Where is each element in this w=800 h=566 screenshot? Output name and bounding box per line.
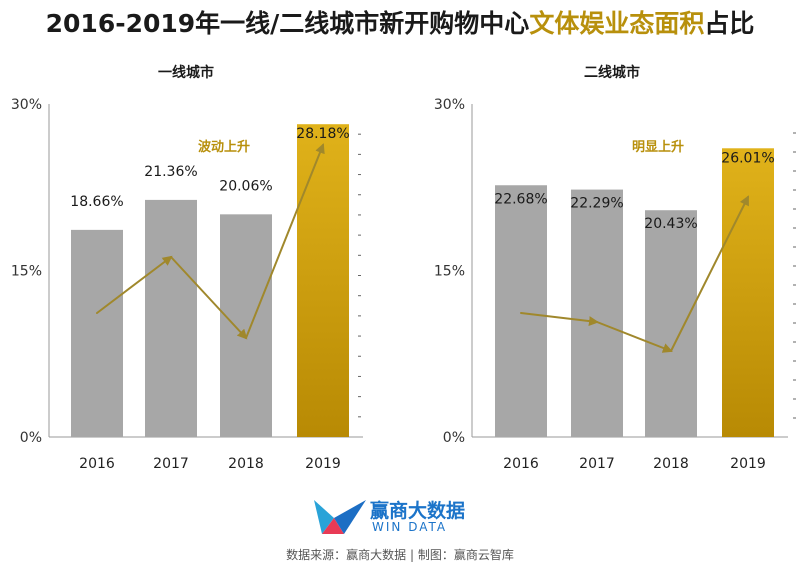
x-tick-label: 2019 xyxy=(730,456,766,472)
logo-mark-icon xyxy=(314,500,366,534)
x-tick-label: 2017 xyxy=(153,456,189,472)
bar xyxy=(495,185,547,437)
y-tick-label: 0% xyxy=(443,430,465,446)
panel-title: 二线城市 xyxy=(584,64,640,81)
data-label: 18.66% xyxy=(70,194,123,210)
x-tick-label: 2016 xyxy=(79,456,115,472)
data-label: 22.68% xyxy=(494,191,547,207)
win-data-logo: 赢商大数据 WIN DATA xyxy=(312,496,492,540)
bar xyxy=(220,214,272,437)
bar-highlight xyxy=(297,124,349,438)
trend-arrow-segment xyxy=(170,256,248,340)
x-tick-label: 2018 xyxy=(228,456,264,472)
data-label: 20.43% xyxy=(644,216,697,232)
bar xyxy=(145,199,197,437)
logo-subtitle: WIN DATA xyxy=(372,520,448,534)
y-tick-label: 0% xyxy=(20,430,42,446)
logo-name: 赢商大数据 xyxy=(370,500,466,522)
panel-title: 一线城市 xyxy=(158,64,214,81)
data-label: 21.36% xyxy=(144,164,197,180)
trend-arrow-segment xyxy=(596,321,673,353)
title-part-3: 占比 xyxy=(704,9,755,38)
x-tick-label: 2016 xyxy=(503,456,539,472)
y-tick-label: 30% xyxy=(11,97,42,113)
trend-arrow-segment xyxy=(670,195,749,352)
trend-arrow-segment xyxy=(96,255,173,314)
data-label: 28.18% xyxy=(296,126,349,142)
y-tick-label: 15% xyxy=(11,264,42,280)
x-tick-label: 2018 xyxy=(653,456,689,472)
bar xyxy=(571,189,623,437)
trend-arrow-segment xyxy=(520,312,599,327)
trend-annotation: 波动上升 xyxy=(198,139,250,155)
charts-canvas: 一线城市 0% 15% 30% 2016 2017 2018 2019 18.66% 21.36%… xyxy=(11,64,796,472)
x-tick-label: 2019 xyxy=(305,456,341,472)
data-label: 26.01% xyxy=(721,150,774,166)
title-highlight: 文体娱业态面积 xyxy=(529,9,705,38)
source-note: 数据来源：赢商大数据 | 制图：赢商云智库 xyxy=(286,548,514,562)
x-tick-label: 2017 xyxy=(579,456,615,472)
data-label: 20.06% xyxy=(219,178,272,194)
bar xyxy=(71,229,123,437)
bar xyxy=(645,210,697,437)
title-part-1: 2016-2019年一线/二线城市新开购物中心 xyxy=(45,9,530,38)
bar-highlight xyxy=(722,148,774,437)
data-label: 22.29% xyxy=(570,196,623,212)
trend-annotation: 明显上升 xyxy=(632,139,684,155)
y-tick-label: 30% xyxy=(434,97,465,113)
chart-title: 2016-2019年一线/二线城市新开购物中心文体娱业态面积占比 xyxy=(0,4,800,40)
y-tick-label: 15% xyxy=(434,264,465,280)
trend-arrow-segment xyxy=(245,143,325,339)
